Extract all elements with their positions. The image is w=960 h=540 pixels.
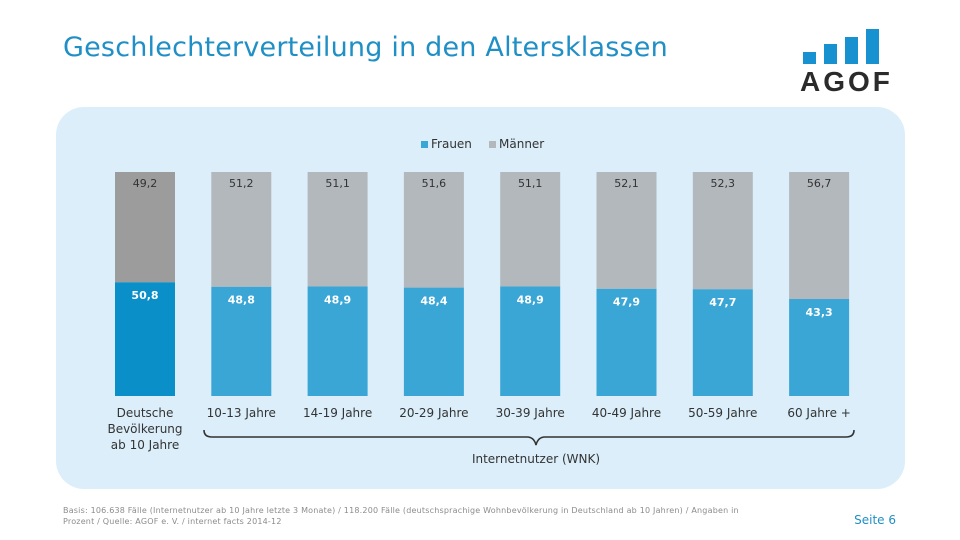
data-label-maenner: 49,2 [133,177,158,190]
data-label-frauen: 48,9 [324,293,351,306]
x-tick-label: ab 10 Jahre [111,438,179,452]
data-label-maenner: 56,7 [807,177,832,190]
internet-users-bracket: Internetnutzer (WNK) [203,429,855,466]
bar-maenner [307,172,368,287]
x-tick-label: 14-19 Jahre [303,406,372,420]
bar-maenner [403,172,464,288]
legend-swatch-frauen [421,141,428,148]
data-label-frauen: 48,8 [228,294,255,307]
bracket-line [203,429,855,446]
data-label-maenner: 51,6 [422,177,447,190]
legend-label-maenner: Männer [499,137,544,151]
bar-maenner [789,172,850,300]
data-label-frauen: 47,9 [613,296,640,309]
bar-frauen [596,288,657,396]
data-label-maenner: 51,1 [518,177,543,190]
x-tick-label: 20-29 Jahre [399,406,468,420]
x-tick-label: Deutsche [117,406,174,420]
x-tick-label: 50-59 Jahre [688,406,757,420]
bar-frauen [211,286,272,396]
logo-bar [824,44,837,64]
data-label-frauen: 48,4 [420,295,447,308]
data-label-frauen: 43,3 [806,306,833,319]
x-tick-label: 10-13 Jahre [207,406,276,420]
data-label-maenner: 52,1 [614,177,639,190]
page-title: Geschlechterverteilung in den Altersklas… [63,32,668,63]
bar-frauen [115,282,175,396]
gender-distribution-chart: Frauen Männer 49,2 50,8 51,2 48,8 51,1 48,9 51… [107,137,855,466]
data-label-frauen: 48,9 [517,293,544,306]
bar-frauen [307,286,368,396]
chart-panel [56,107,905,489]
legend-label-frauen: Frauen [431,137,472,151]
data-label-maenner: 52,3 [711,177,736,190]
group-label: Internetnutzer (WNK) [472,452,600,466]
agof-logo: AGOF [800,16,890,97]
logo-bar [803,52,816,64]
x-tick-label: 30-39 Jahre [496,406,565,420]
data-label-maenner: 51,2 [229,177,254,190]
bar-maenner [596,172,657,289]
data-label-frauen: 47,7 [709,296,736,309]
logo-bar [845,37,858,64]
bar-maenner [115,172,175,283]
source-note: Basis: 106.638 Fälle (Internetnutzer ab … [63,506,739,526]
bar-maenner [211,172,272,287]
x-tick-label: Bevölkerung [107,422,182,436]
x-tick-label: 40-49 Jahre [592,406,661,420]
bar-frauen [789,299,850,396]
page-number: Seite 6 [854,513,896,527]
bar-maenner [500,172,561,287]
chart-legend: Frauen Männer [421,137,544,151]
legend-swatch-maenner [489,141,496,148]
bar-frauen [500,286,561,396]
data-label-frauen: 50,8 [131,289,158,302]
logo-bar [866,29,879,64]
bar-maenner [692,172,753,290]
bar-frauen [692,289,753,396]
logo-wordmark: AGOF [800,66,893,97]
x-tick-label: 60 Jahre + [787,406,851,420]
bar-frauen [403,287,464,396]
data-label-maenner: 51,1 [325,177,350,190]
